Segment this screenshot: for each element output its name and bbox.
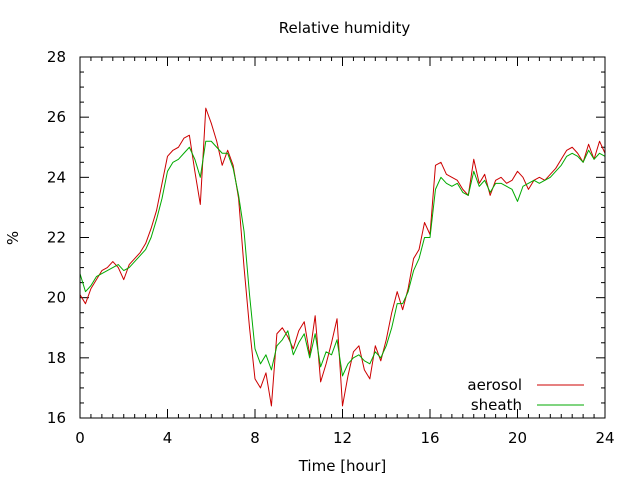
x-tick-label: 20 xyxy=(508,429,527,447)
y-axis-label: % xyxy=(4,231,22,245)
series-line-aerosol xyxy=(80,107,605,407)
x-tick-label: 8 xyxy=(250,429,260,447)
plot-frame xyxy=(79,56,606,419)
x-tick-label: 16 xyxy=(420,429,439,447)
plot-series xyxy=(80,107,605,407)
x-tick-label: 12 xyxy=(333,429,352,447)
y-tick-label: 26 xyxy=(47,108,66,126)
legend-label-sheath: sheath xyxy=(471,396,522,414)
y-tick-label: 22 xyxy=(47,229,66,247)
y-tick-label: 20 xyxy=(47,289,66,307)
axis-tick-labels: 0 4 8 12 16 20 24 16 18 20 22 24 26 28 xyxy=(47,48,615,447)
y-tick-label: 24 xyxy=(47,168,66,186)
x-tick-label: 4 xyxy=(163,429,173,447)
x-tick-label: 0 xyxy=(75,429,85,447)
x-axis-label: Time [hour] xyxy=(298,457,387,475)
y-tick-label: 28 xyxy=(47,48,66,66)
legend-label-aerosol: aerosol xyxy=(467,376,522,394)
y-axis-label-group: % xyxy=(4,231,22,245)
series-line-sheath xyxy=(80,140,605,377)
legend: aerosol sheath xyxy=(467,376,584,414)
y-tick-label: 18 xyxy=(47,349,66,367)
chart-title: Relative humidity xyxy=(279,19,411,37)
y-tick-label: 16 xyxy=(47,409,66,427)
x-tick-label: 24 xyxy=(595,429,614,447)
